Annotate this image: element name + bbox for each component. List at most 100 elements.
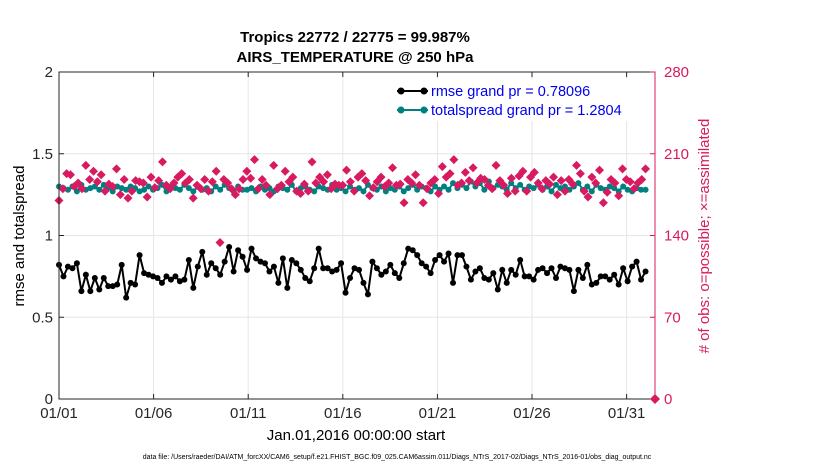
spread-point: [217, 186, 224, 193]
rmse-point: [132, 281, 139, 288]
rmse-point: [378, 271, 385, 278]
spread-point: [445, 186, 452, 193]
y-tick-label-left: 0: [45, 391, 53, 408]
rmse-point: [445, 250, 452, 257]
obs-possible-point: [388, 163, 398, 173]
rmse-point: [315, 245, 322, 252]
rmse-point: [78, 288, 85, 295]
rmse-point: [512, 271, 519, 278]
obs-possible-point: [200, 174, 210, 184]
obs-possible-point: [96, 170, 106, 180]
obs-possible-point: [234, 184, 244, 194]
rmse-point: [418, 260, 425, 267]
rmse-point: [503, 279, 510, 286]
spread-point: [463, 185, 470, 192]
rmse-point: [87, 288, 94, 295]
rmse-point: [521, 273, 528, 280]
rmse-point: [221, 258, 228, 265]
obs-possible-point: [246, 173, 256, 183]
obs-possible-point: [499, 180, 509, 190]
rmse-point: [96, 286, 103, 293]
obs-possible-point: [58, 184, 68, 194]
obs-possible-point: [215, 238, 225, 248]
rmse-point: [261, 260, 268, 267]
rmse-point: [324, 265, 331, 272]
rmse-point: [633, 258, 640, 265]
obs-possible-point: [319, 177, 329, 187]
obs-possible-point: [322, 170, 332, 180]
obs-possible-point: [522, 186, 532, 196]
obs-possible-point: [549, 172, 559, 182]
obs-possible-point: [357, 169, 367, 179]
rmse-point: [382, 268, 389, 275]
rmse-point: [638, 276, 645, 283]
rmse-point: [91, 275, 98, 282]
rmse-point: [172, 273, 179, 280]
obs-possible-point: [464, 176, 474, 186]
obs-possible-point: [261, 180, 271, 190]
rmse-point: [279, 255, 286, 262]
spread-point: [342, 188, 349, 195]
rmse-point: [239, 253, 246, 260]
obs-possible-point: [81, 160, 91, 170]
spread-point: [355, 185, 362, 192]
rmse-point: [100, 275, 107, 282]
rmse-point: [570, 288, 577, 295]
spread-point: [400, 188, 407, 195]
obs-possible-point: [560, 186, 570, 196]
legend-spread-marker: [397, 106, 405, 114]
obs-possible-point: [503, 188, 513, 198]
rmse-point: [167, 276, 174, 283]
obs-possible-point: [265, 190, 275, 200]
rmse-point: [409, 247, 416, 254]
obs-possible-point: [150, 183, 160, 193]
obs-possible-point: [146, 172, 156, 182]
rmse-point: [270, 263, 277, 270]
spread-point: [441, 183, 448, 190]
spread-point: [642, 186, 649, 193]
rmse-point: [526, 273, 533, 280]
rmse-point: [347, 275, 354, 282]
obs-possible-point: [276, 180, 286, 190]
rmse-point: [199, 248, 206, 255]
obs-possible-point: [487, 184, 497, 194]
obs-possible-point: [184, 174, 194, 184]
spread-point: [548, 188, 555, 195]
spread-point: [620, 183, 627, 190]
axis-ticks: 01/01 01/06 01/11 01/16 01/21 01/26 01/31 0 0.5 1…: [32, 64, 689, 422]
obs-possible-point: [556, 176, 566, 186]
rmse-point: [432, 257, 439, 264]
rmse-point: [530, 276, 537, 283]
obs-possible-point: [311, 178, 321, 188]
obs-possible-point: [395, 179, 405, 189]
x-tick-label: 01/11: [230, 405, 266, 422]
obs-possible-point: [169, 178, 179, 188]
rmse-point: [364, 291, 371, 298]
rmse-point: [620, 265, 627, 272]
spread-point: [248, 185, 255, 192]
rmse-point: [387, 261, 394, 268]
rmse-point: [266, 268, 273, 275]
obs-possible-point: [641, 164, 651, 174]
rmse-point: [517, 257, 524, 264]
rmse-point: [275, 279, 282, 286]
spread-point: [517, 181, 524, 188]
obs-possible-point: [296, 188, 306, 198]
obs-possible-point: [618, 164, 628, 174]
legend-rmse-label: rmse grand pr = 0.78096: [431, 84, 590, 100]
obs-possible-point: [437, 162, 447, 172]
rmse-point: [458, 252, 465, 259]
spread-point: [552, 181, 559, 188]
rmse-point: [400, 260, 407, 267]
obs-possible-point: [411, 170, 421, 180]
rmse-point: [629, 263, 636, 270]
y-axis-right-label: # of obs: o=possible; ×=assimilated: [696, 119, 713, 354]
x-tick-label: 01/06: [135, 405, 173, 422]
obs-possible-point: [595, 165, 605, 175]
obs-possible-point: [537, 184, 547, 194]
obs-possible-point: [127, 186, 137, 196]
obs-possible-point: [457, 178, 467, 188]
obs-possible-point: [629, 184, 639, 194]
rmse-point: [391, 270, 398, 277]
x-tick-label: 01/26: [513, 405, 551, 422]
